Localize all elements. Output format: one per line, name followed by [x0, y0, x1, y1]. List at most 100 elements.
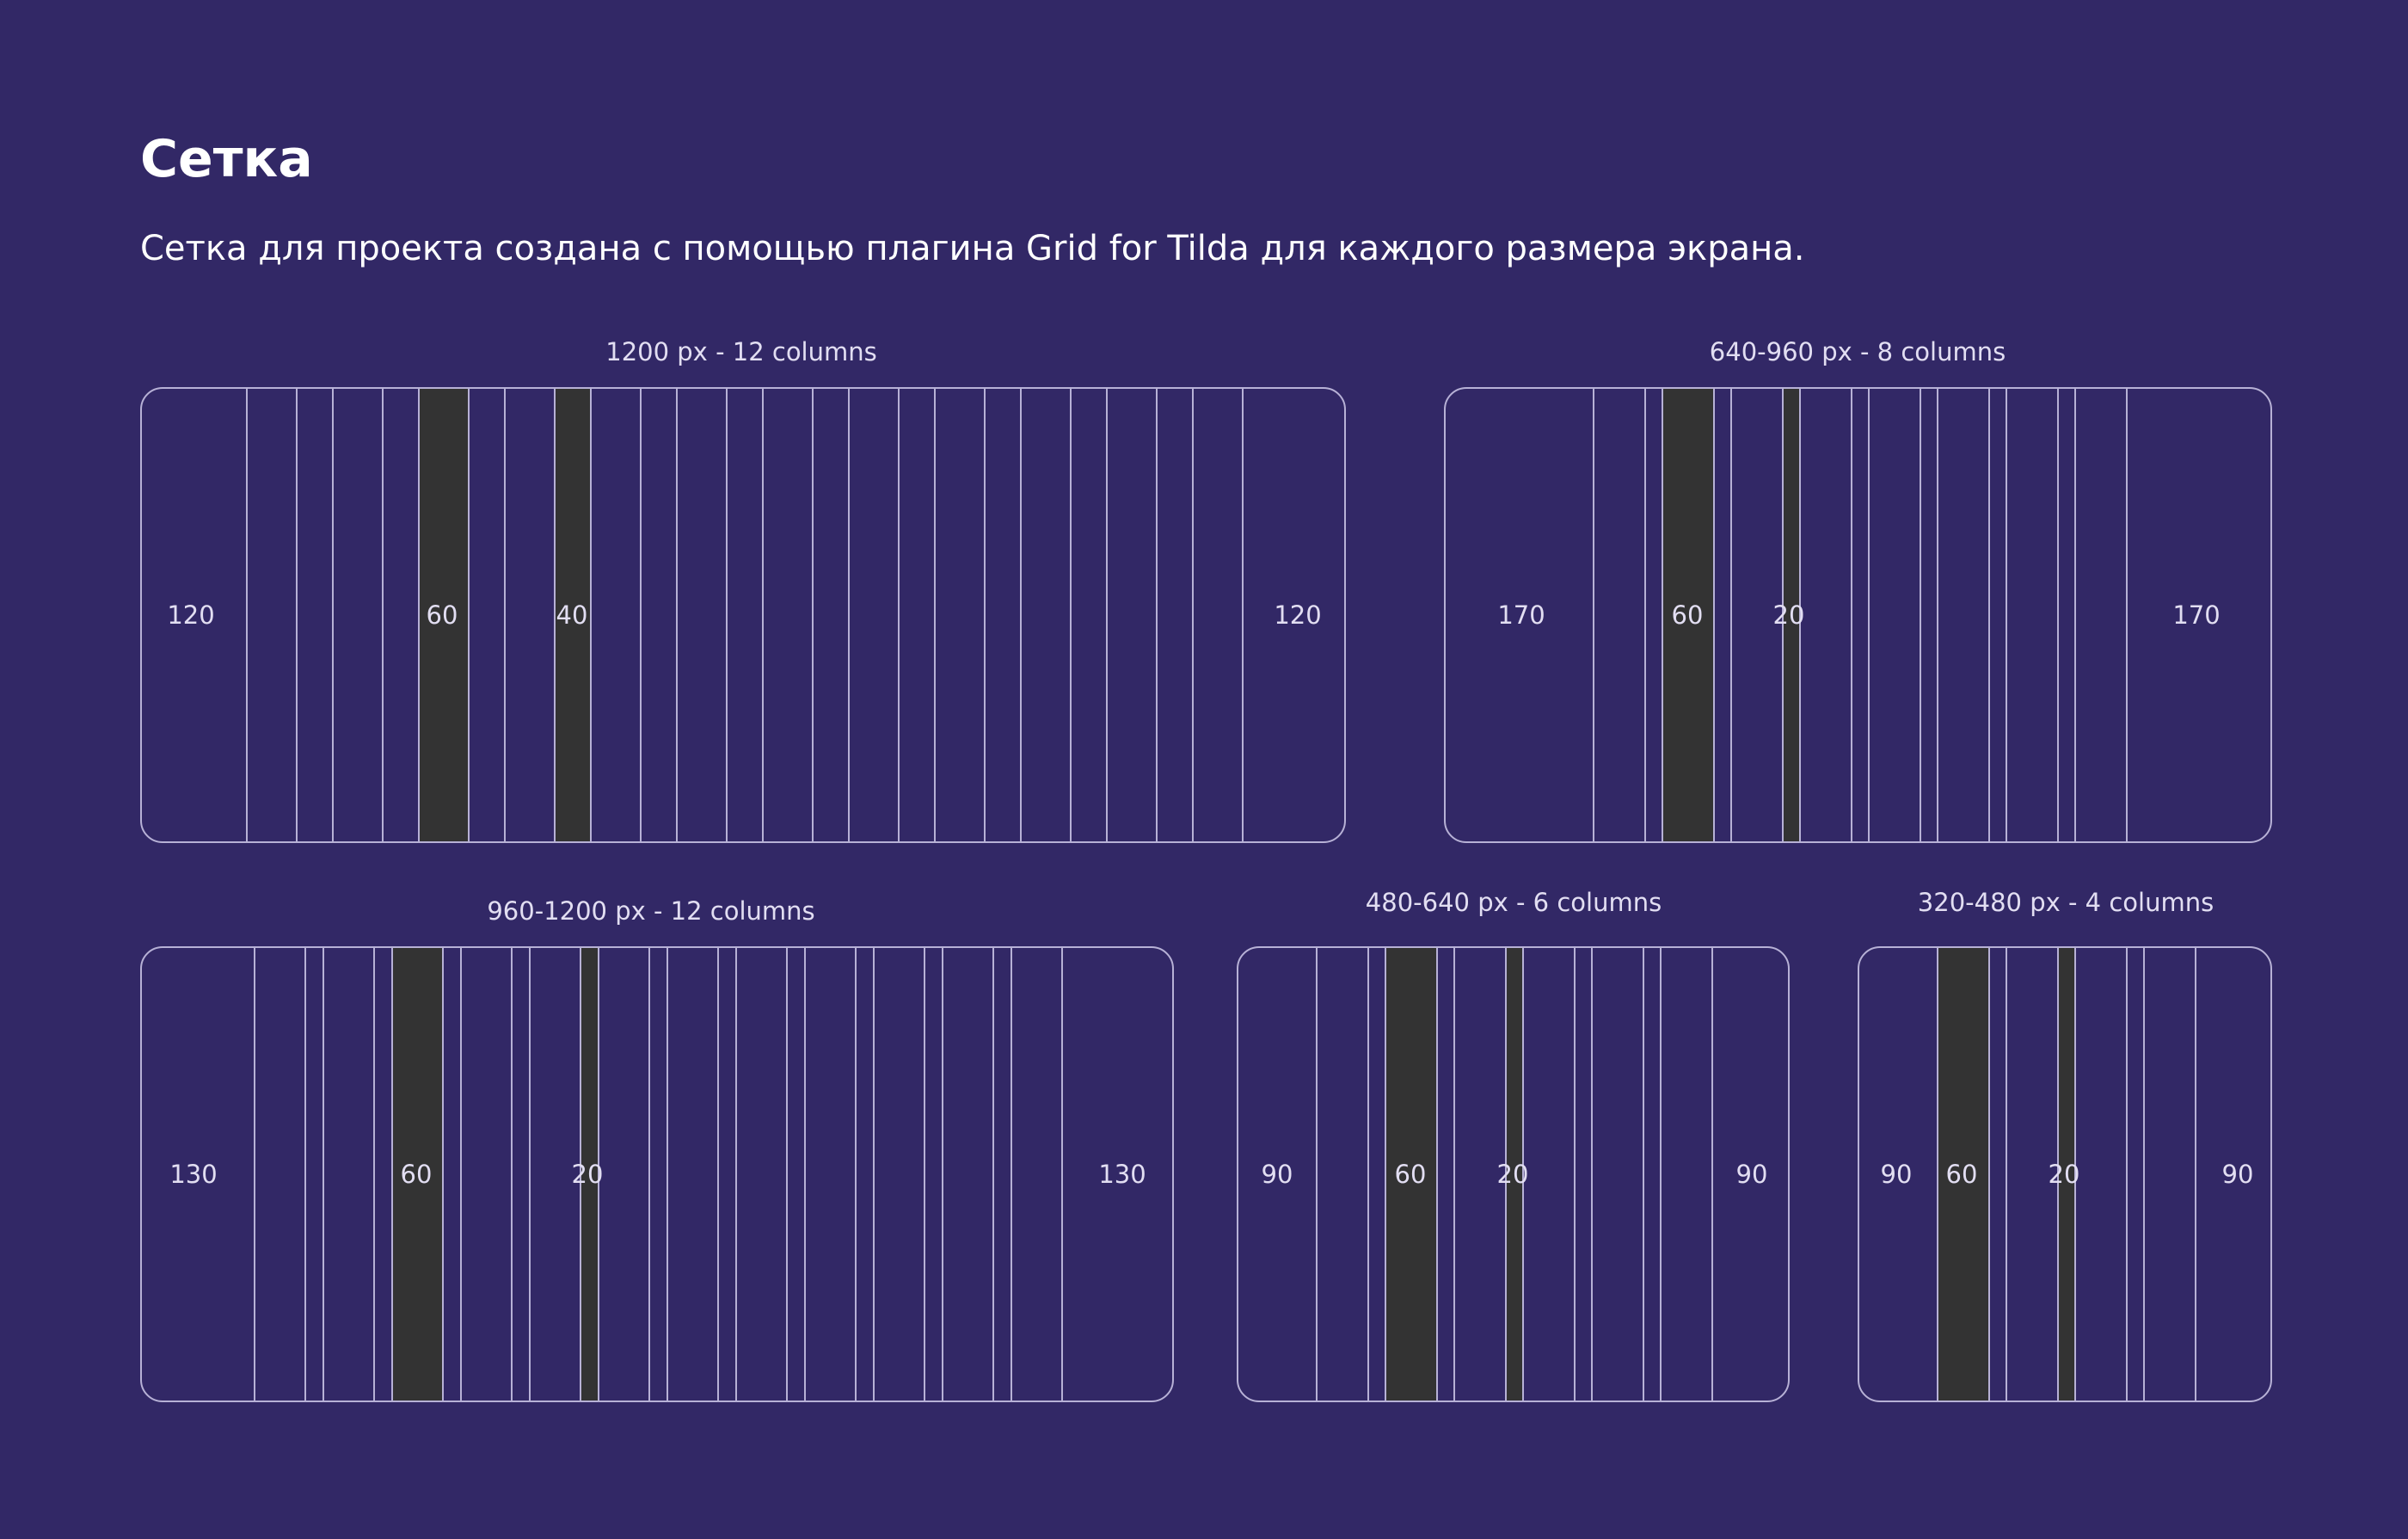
grid-column-line	[2006, 948, 2007, 1400]
grid-measure-label: 20	[571, 1160, 604, 1189]
grid-column-line	[812, 389, 814, 841]
grid-highlight-column	[1783, 389, 1800, 841]
grid-highlight-column	[2058, 948, 2075, 1400]
grid-column-line	[726, 389, 728, 841]
grid-column-line	[640, 389, 642, 841]
grid-column-line	[676, 389, 678, 841]
grid-highlight-column	[555, 389, 591, 841]
grid-column-line	[1593, 389, 1594, 841]
grid-measure-label: 120	[1274, 600, 1322, 630]
grid-highlight-column	[1506, 948, 1523, 1400]
grid-column-line	[942, 948, 943, 1400]
grid-measure-label: 130	[169, 1160, 218, 1189]
grid-column-line	[2006, 389, 2007, 841]
grid-caption: 480-640 px - 6 columns	[1365, 888, 1662, 917]
grid-column-line	[1868, 389, 1870, 841]
grid-measure-label: 90	[2221, 1160, 2254, 1189]
grid-measure-label: 130	[1098, 1160, 1146, 1189]
grid-column-line	[898, 389, 900, 841]
grid-column-line	[418, 389, 420, 841]
grid-column-line	[1453, 948, 1455, 1400]
grid-measure-label: 120	[167, 600, 215, 630]
grid-column-line	[511, 948, 513, 1400]
grid-column-line	[855, 948, 857, 1400]
grid-column-line	[304, 948, 306, 1400]
grid-column-line	[1711, 948, 1713, 1400]
grid-column-line	[924, 948, 925, 1400]
grid-column-line	[1010, 948, 1012, 1400]
grid-column-line	[1522, 948, 1524, 1400]
grid-column-line	[246, 389, 248, 841]
grid-column-line	[590, 389, 592, 841]
grid-highlight-column	[1938, 948, 1989, 1400]
grid-column-line	[2195, 948, 2196, 1400]
grid-column-line	[1730, 389, 1732, 841]
grid-column-line	[598, 948, 599, 1400]
grid-column-line	[1020, 389, 1022, 841]
grid-column-line	[442, 948, 444, 1400]
grid-column-line	[254, 948, 255, 1400]
grid-measure-label: 170	[1497, 600, 1545, 630]
grid-caption: 640-960 px - 8 columns	[1709, 337, 2006, 366]
grid-column-line	[984, 389, 986, 841]
grid-frame: 130 60 20 130	[140, 946, 1174, 1402]
grid-caption: 960-1200 px - 12 columns	[487, 896, 815, 926]
grid-column-line	[1799, 389, 1801, 841]
grid-frame: 90 60 20 90	[1858, 946, 2272, 1402]
grid-column-line	[1367, 948, 1369, 1400]
grid-column-line	[1316, 948, 1318, 1400]
grid-column-line	[2057, 389, 2059, 841]
grid-measure-label: 20	[2048, 1160, 2080, 1189]
grid-column-line	[1644, 389, 1646, 841]
grid-column-line	[848, 389, 850, 841]
page-subtitle: Сетка для проекта создана с помощью плаг…	[140, 229, 1805, 268]
grid-column-line	[1436, 948, 1438, 1400]
grid-caption: 320-480 px - 4 columns	[1917, 888, 2214, 917]
grid-frame: 90 60 20 90	[1237, 946, 1790, 1402]
grid-column-line	[1937, 389, 1938, 841]
grid-column-line	[2074, 948, 2076, 1400]
grid-column-line	[382, 389, 384, 841]
grid-measure-label: 60	[1394, 1160, 1427, 1189]
grid-column-line	[1070, 389, 1072, 841]
grid-measure-label: 60	[426, 600, 458, 630]
grid-column-line	[1192, 389, 1194, 841]
grid-highlight-column	[1385, 948, 1437, 1400]
grid-column-line	[1156, 389, 1158, 841]
grid-measure-label: 40	[556, 600, 588, 630]
grid-column-line	[762, 389, 764, 841]
grid-column-line	[648, 948, 650, 1400]
grid-column-line	[873, 948, 875, 1400]
grid-column-line	[1061, 948, 1063, 1400]
grid-column-line	[786, 948, 788, 1400]
grid-column-line	[1591, 948, 1593, 1400]
grid-column-line	[1643, 948, 1644, 1400]
grid-column-line	[1505, 948, 1507, 1400]
grid-measure-label: 90	[1261, 1160, 1293, 1189]
grid-column-line	[322, 948, 324, 1400]
grid-column-line	[1106, 389, 1108, 841]
grid-column-line	[2057, 948, 2059, 1400]
grid-column-line	[332, 389, 334, 841]
grid-column-line	[1988, 389, 1990, 841]
grid-column-line	[1242, 389, 1244, 841]
grid-column-line	[373, 948, 375, 1400]
grid-frame: 120 60 40 120	[140, 387, 1346, 843]
grid-column-line	[1851, 389, 1852, 841]
grid-column-line	[504, 389, 506, 841]
grid-column-line	[1574, 948, 1576, 1400]
grid-column-line	[735, 948, 737, 1400]
grid-column-line	[580, 948, 581, 1400]
grid-column-line	[804, 948, 806, 1400]
grid-column-line	[529, 948, 531, 1400]
grid-column-line	[391, 948, 393, 1400]
grid-measure-label: 170	[2172, 600, 2221, 630]
grid-measure-label: 20	[1772, 600, 1805, 630]
grid-column-line	[992, 948, 994, 1400]
grid-measure-label: 20	[1496, 1160, 1529, 1189]
grid-highlight-column	[581, 948, 599, 1400]
grid-column-line	[1713, 389, 1715, 841]
grid-column-line	[554, 389, 556, 841]
grid-highlight-column	[1662, 389, 1714, 841]
grid-column-line	[1988, 948, 1990, 1400]
